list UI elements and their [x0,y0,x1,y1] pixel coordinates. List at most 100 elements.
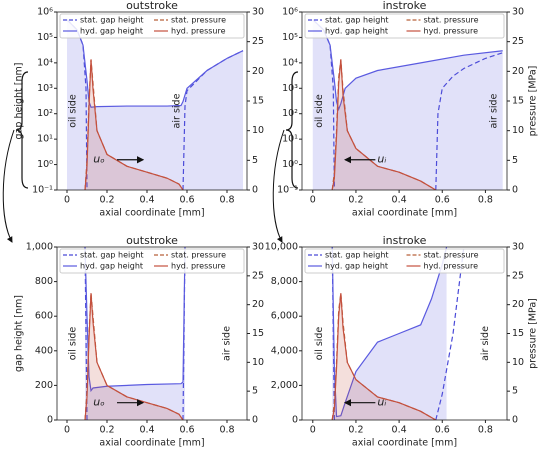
plot-area [331,247,465,420]
y-tick-label: 10⁻¹ [32,185,53,196]
y-tick-label: 10⁴ [37,57,53,68]
y-tick-label: 10¹ [282,134,298,145]
y2-tick-label: 5 [512,155,518,166]
legend-label: hyd. gap height [80,262,143,271]
y2-tick-label: 0 [512,415,518,426]
y2-tick-label: 10 [512,357,524,368]
legend-label: stat. gap height [325,251,389,260]
y-tick-label: 8,000 [271,276,298,287]
y2-tick-label: 25 [252,270,264,281]
legend-label: hyd. gap height [80,27,143,36]
y2-tick-label: 15 [252,96,264,107]
legend-label: hyd. gap height [325,27,388,36]
y-tick-label: 400 [35,345,53,356]
y-tick-label: 0 [47,415,53,426]
plot-area [84,247,186,420]
area-fill [312,19,503,190]
x-tick-label: 0 [310,195,316,206]
annotation: oil side [314,327,325,361]
chart-title: instroke [383,234,427,247]
x-tick-label: 0.4 [392,425,407,436]
legend-box [59,13,245,39]
annotation: air side [222,326,233,361]
series-line [331,59,437,190]
y-tick-label: 10⁻¹ [277,185,298,196]
y-tick-label: 1,000 [26,242,53,253]
x-tick-label: 0.8 [478,195,493,206]
y2-axis-label: pressure [MPa] [528,66,539,137]
series-line [435,247,465,420]
legend-label: hyd. gap height [325,262,388,271]
x-axis-label: axial coordinate [mm] [99,208,204,219]
y-tick-label: 200 [35,380,53,391]
series-line [331,293,437,420]
series-line [435,52,503,190]
area-fill [67,19,243,190]
y2-tick-label: 25 [512,36,524,47]
y-tick-label: 10⁰ [37,159,53,170]
velocity-label: uₒ [93,396,105,409]
velocity-label: uₒ [93,153,105,166]
y2-tick-label: 5 [252,155,258,166]
legend-label: stat. gap height [80,16,144,25]
chart-title: outstroke [126,234,178,247]
area-fill [85,59,183,190]
annotation: oil side [68,94,79,128]
x-axis-label: axial coordinate [mm] [352,208,457,219]
brace [285,71,299,189]
x-tick-label: 0.2 [348,425,363,436]
area-fill [332,59,436,190]
x-tick-label: 0 [310,425,316,436]
velocity-label: uᵢ [377,153,386,166]
y-axis-label: gap height [nm] [14,63,25,140]
y-tick-label: 10² [282,108,298,119]
y2-tick-label: 30 [252,242,264,253]
y2-tick-label: 20 [512,299,524,310]
y-tick-label: 0 [292,415,298,426]
y2-tick-label: 10 [512,125,524,136]
x-axis-label: axial coordinate [mm] [99,438,204,449]
y-tick-label: 10⁵ [37,32,53,43]
x-tick-label: 0 [64,425,70,436]
y2-axis-label: pressure [MPa] [528,298,539,369]
link-arrow [2,129,15,243]
y2-tick-label: 10 [252,357,264,368]
legend-box [59,248,245,274]
y2-tick-label: 20 [512,66,524,77]
y2-tick-label: 30 [252,7,264,18]
series-line [66,19,244,108]
link-arrow [272,129,285,243]
legend-label: stat. pressure [171,251,226,260]
x-tick-label: 0.8 [219,425,234,436]
y-tick-label: 10⁶ [282,7,298,18]
legend-box [304,13,505,39]
y-tick-label: 800 [35,276,53,287]
x-tick-label: 0 [64,195,70,206]
x-tick-label: 0.8 [478,425,493,436]
y2-tick-label: 15 [512,328,524,339]
chart-title: instroke [383,0,427,12]
y-tick-label: 10,000 [265,242,298,253]
legend-label: hyd. pressure [424,27,479,36]
area-fill [85,293,183,420]
legend-box [304,248,505,274]
brace [15,71,29,189]
annotation: air side [480,326,491,361]
annotation: oil side [68,327,79,361]
x-tick-label: 0.6 [179,425,194,436]
legend-label: stat. gap height [80,251,144,260]
legend-label: stat. gap height [325,16,389,25]
legend-label: stat. pressure [171,16,226,25]
y-tick-label: 2,000 [271,380,298,391]
y-tick-label: 600 [35,311,53,322]
x-tick-label: 0.2 [348,195,363,206]
y2-tick-label: 30 [512,7,524,18]
area-fill [332,293,436,420]
series-line [84,59,184,190]
y2-tick-label: 0 [252,185,258,196]
y-tick-label: 10⁴ [282,57,298,68]
y-tick-label: 10⁵ [282,32,298,43]
legend-label: stat. pressure [424,16,479,25]
x-axis-label: axial coordinate [mm] [352,438,457,449]
